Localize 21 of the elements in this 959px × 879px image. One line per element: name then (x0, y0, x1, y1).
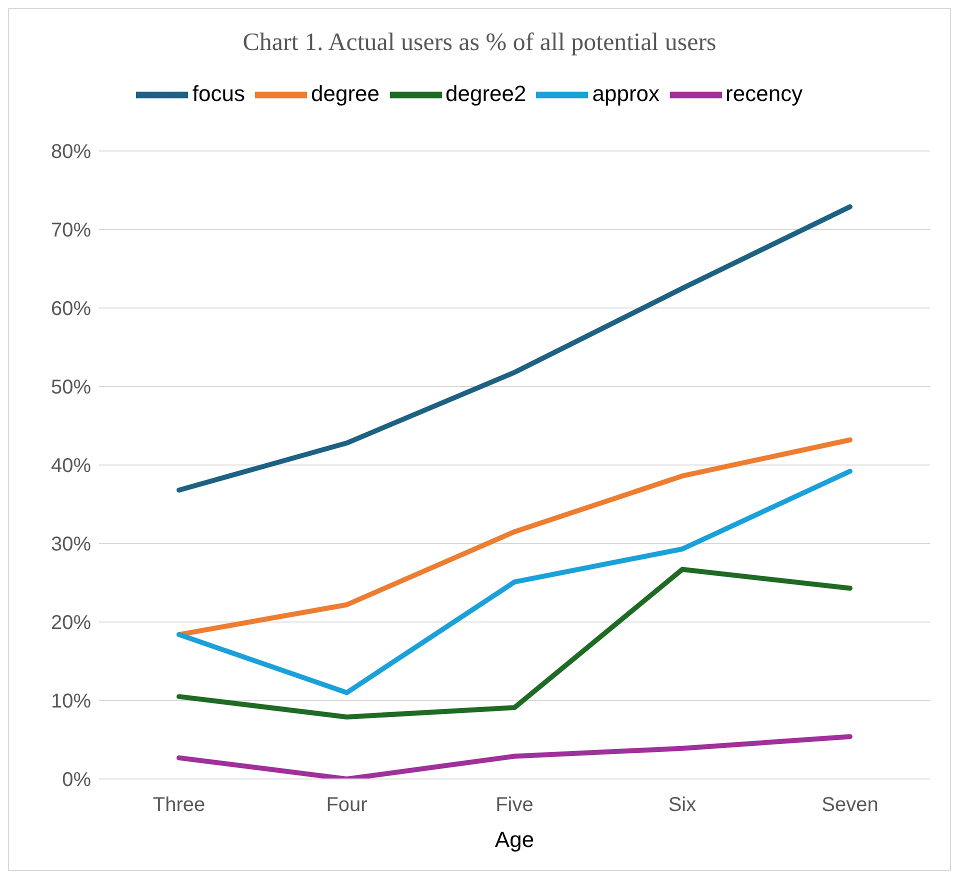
legend-label: approx (592, 80, 660, 106)
y-tick-label: 80% (50, 141, 92, 164)
chart-title: Chart 1. Actual users as % of all potential users (242, 28, 718, 58)
x-tick-label: Six (668, 794, 696, 816)
x-tick-label: Five (496, 794, 534, 816)
legend-label: degree2 (446, 80, 526, 106)
legend-label: focus (192, 80, 245, 106)
y-tick-label: 20% (50, 612, 92, 634)
y-tick-label: 50% (50, 376, 92, 399)
legend-label: degree (311, 80, 380, 106)
x-tick-label: Four (326, 794, 368, 816)
y-tick-label: 70% (50, 220, 92, 242)
y-tick-label: 0% (62, 769, 92, 792)
x-axis-title: Age (494, 827, 534, 852)
legend-label: recency (726, 80, 803, 106)
y-tick-label: 10% (50, 690, 92, 713)
x-tick-label: Seven (822, 794, 878, 816)
y-tick-label: 60% (50, 298, 92, 320)
x-tick-label: Three (152, 794, 206, 816)
y-tick-label: 40% (50, 455, 92, 478)
y-tick-label: 30% (50, 534, 92, 556)
